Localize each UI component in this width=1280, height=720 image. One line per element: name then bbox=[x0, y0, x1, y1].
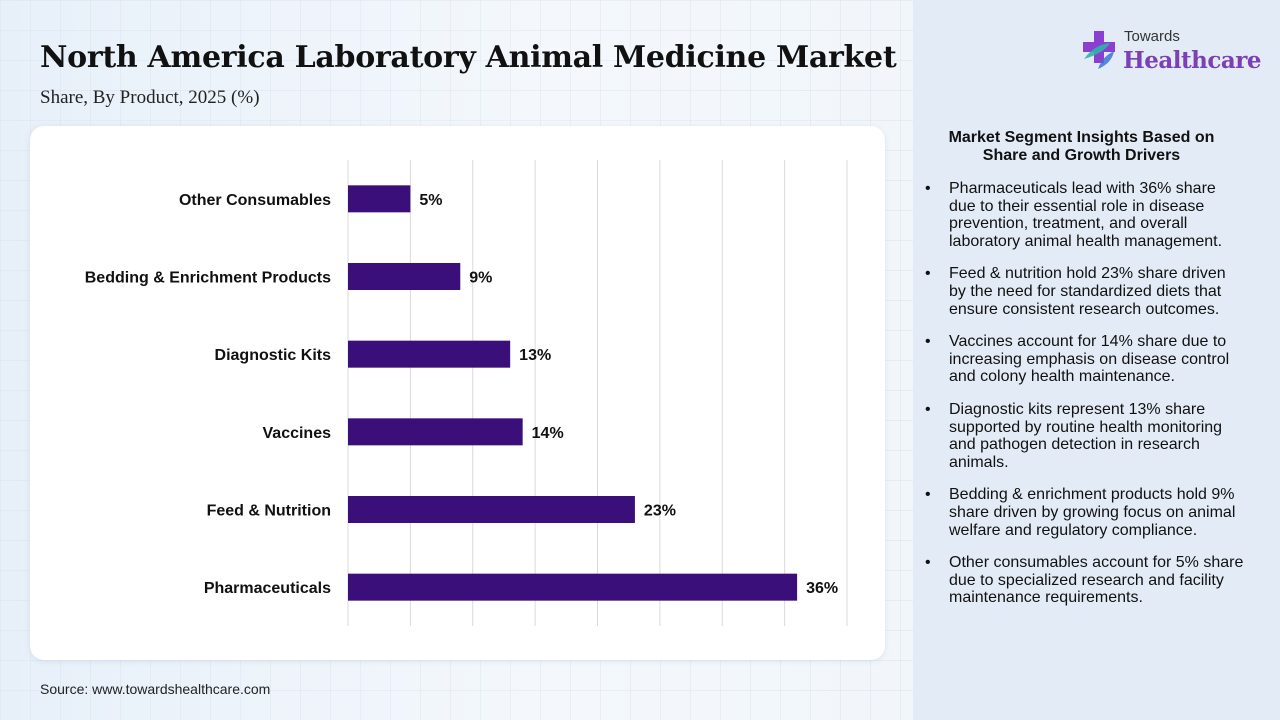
category-label: Bedding & Enrichment Products bbox=[85, 270, 331, 287]
data-label: 9% bbox=[469, 270, 492, 287]
bar-bedding-enrichment-products bbox=[348, 263, 461, 290]
category-label: Pharmaceuticals bbox=[204, 580, 331, 597]
chart-subtitle: Share, By Product, 2025 (%) bbox=[40, 87, 260, 108]
source-note: Source: www.towardshealthcare.com bbox=[40, 681, 271, 697]
bar-vaccines bbox=[348, 418, 523, 446]
chart-grid bbox=[347, 160, 848, 626]
insight-item: Vaccines account for 14% share due to in… bbox=[925, 333, 1245, 386]
logo-small-text: Towards bbox=[1124, 28, 1180, 45]
chart-bars bbox=[348, 185, 798, 601]
category-label: Diagnostic Kits bbox=[215, 347, 332, 364]
cross-logo-icon bbox=[1083, 31, 1115, 69]
data-label: 23% bbox=[644, 503, 676, 520]
bar-diagnostic-kits bbox=[348, 340, 511, 368]
logo-big-text: Healthcare bbox=[1123, 47, 1262, 74]
insight-item: Bedding & enrichment products hold 9% sh… bbox=[925, 486, 1245, 539]
data-label: 13% bbox=[519, 347, 551, 364]
chart-card: Other Consumables 5% Bedding & Enrichment … bbox=[30, 126, 885, 660]
bar-chart: Other Consumables 5% Bedding & Enrichment … bbox=[85, 160, 848, 626]
category-label: Other Consumables bbox=[179, 192, 331, 209]
chart-title: North America Laboratory Animal Medicine… bbox=[40, 40, 897, 75]
bar-other-consumables bbox=[348, 185, 411, 213]
insight-item: Feed & nutrition hold 23% share driven b… bbox=[925, 265, 1245, 318]
insight-item: Pharmaceuticals lead with 36% share due … bbox=[925, 180, 1245, 250]
insight-item: Diagnostic kits represent 13% share supp… bbox=[925, 401, 1245, 471]
data-label: 14% bbox=[532, 425, 564, 442]
insight-item: Other consumables account for 5% share d… bbox=[925, 554, 1245, 607]
data-label: 5% bbox=[419, 192, 442, 209]
bar-pharmaceuticals bbox=[348, 573, 798, 601]
insights-title: Market Segment Insights Based on Share a… bbox=[948, 129, 1215, 164]
data-label: 36% bbox=[806, 580, 838, 597]
bar-feed-nutrition bbox=[348, 496, 635, 523]
category-label: Vaccines bbox=[263, 425, 332, 442]
category-label: Feed & Nutrition bbox=[207, 503, 331, 520]
brand-logo: Towards Healthcare bbox=[1080, 26, 1262, 78]
chart-labels: Other Consumables 5% Bedding & Enrichment … bbox=[85, 192, 838, 597]
insights-list: Pharmaceuticals lead with 36% share due … bbox=[925, 180, 1245, 622]
